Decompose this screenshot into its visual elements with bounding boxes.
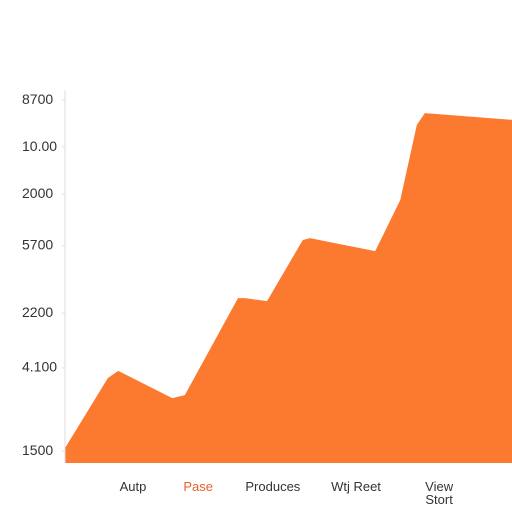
y-tick-label: 2200 bbox=[22, 304, 53, 320]
x-tick-label: Produces bbox=[245, 479, 301, 494]
y-tick-label: 1500 bbox=[22, 442, 53, 458]
y-tick-label: 8700 bbox=[22, 91, 53, 107]
x-tick-label: Pase bbox=[183, 479, 214, 494]
x-tick-label: View Stort bbox=[425, 479, 454, 507]
y-tick-label: 10.00 bbox=[22, 138, 57, 154]
x-tick-label: Wtj Reet bbox=[331, 479, 381, 494]
x-tick-label: Autp bbox=[119, 479, 147, 494]
y-tick-label: 2000 bbox=[22, 185, 53, 201]
y-tick-label: 4.100 bbox=[22, 359, 57, 375]
area bbox=[65, 113, 512, 463]
y-tick-label: 5700 bbox=[22, 237, 53, 253]
